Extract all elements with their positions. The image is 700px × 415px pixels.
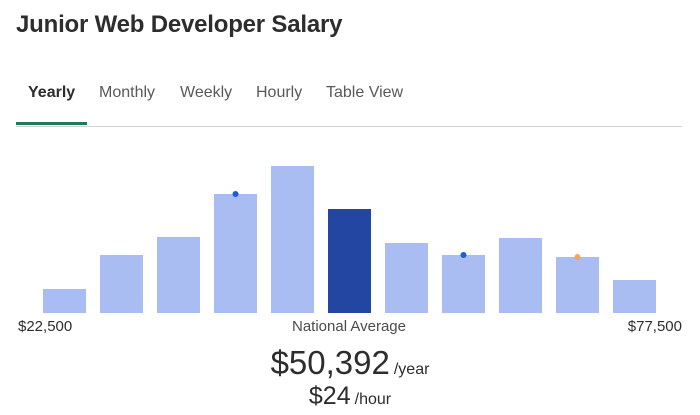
- tab-yearly[interactable]: Yearly: [28, 84, 76, 101]
- histogram-bar-national-average: [328, 209, 371, 313]
- histogram-bar: [100, 255, 143, 313]
- hourly-salary: $24/hour: [150, 382, 550, 411]
- histogram-bar: [385, 243, 428, 313]
- yearly-unit: /year: [393, 361, 430, 378]
- tab-hourly[interactable]: Hourly: [256, 84, 303, 101]
- yearly-amount: $50,392: [270, 344, 390, 381]
- salary-histogram: [43, 166, 656, 313]
- page-title: Junior Web Developer Salary: [16, 11, 343, 38]
- tab-monthly[interactable]: Monthly: [99, 84, 156, 101]
- histogram-bar: [157, 237, 200, 313]
- yearly-salary: $50,392/year: [150, 344, 550, 382]
- histogram-bar: [499, 238, 542, 313]
- active-tab-underline: [16, 122, 87, 125]
- period-tabs: Yearly Monthly Weekly Hourly Table View: [16, 76, 682, 127]
- national-average-label: National Average: [292, 318, 406, 335]
- min-salary-label: $22,500: [18, 318, 73, 335]
- histogram-bar: [613, 280, 656, 313]
- max-salary-label: $77,500: [627, 318, 682, 335]
- histogram-bar: [43, 289, 86, 313]
- tab-weekly[interactable]: Weekly: [180, 84, 233, 101]
- histogram-bar: [271, 166, 314, 313]
- histogram-bar: [442, 255, 485, 313]
- histogram-bar: [214, 194, 257, 313]
- blue-marker-dot: [232, 191, 239, 197]
- blue-marker-dot: [460, 252, 467, 258]
- histogram-bar: [556, 257, 599, 313]
- hourly-unit: /hour: [354, 391, 392, 408]
- orange-marker-dot: [574, 254, 581, 260]
- hourly-amount: $24: [308, 382, 351, 410]
- tab-table-view[interactable]: Table View: [326, 84, 404, 101]
